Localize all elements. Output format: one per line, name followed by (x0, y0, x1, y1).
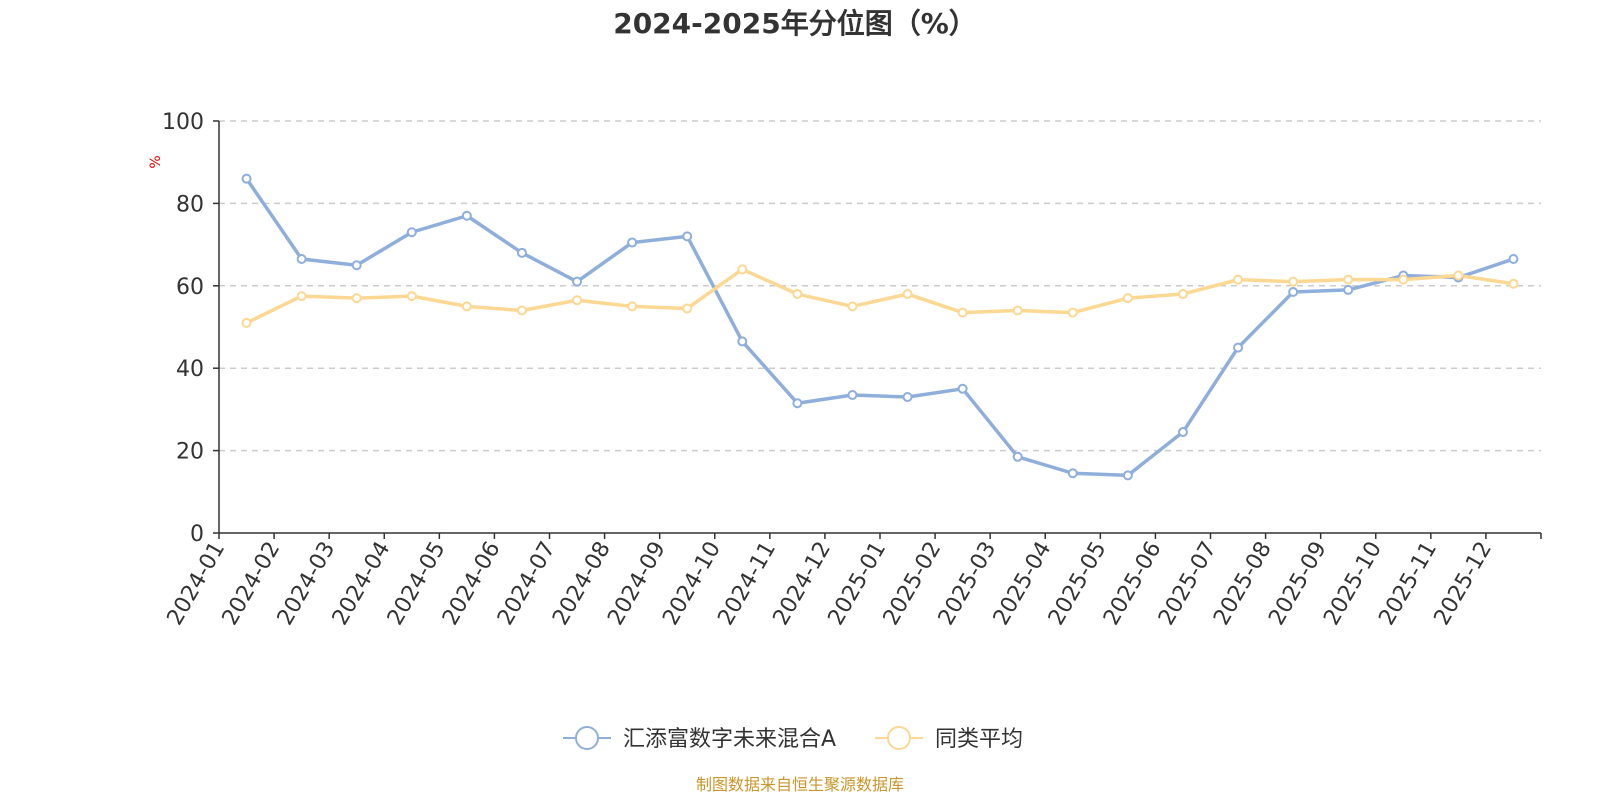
legend-label: 汇添富数字未来混合A (623, 727, 836, 752)
legend-circle-icon (575, 726, 599, 750)
data-point-1-13 (957, 307, 968, 318)
data-point-0-23 (1508, 254, 1519, 265)
data-point-0-16 (1122, 470, 1133, 481)
y-tick-labels: 0 20 40 60 80 100 (162, 110, 204, 547)
y-tick-label: 0 (190, 522, 204, 547)
data-point-1-22 (1453, 270, 1464, 281)
data-point-1-18 (1233, 274, 1244, 285)
series-line-0 (245, 177, 1515, 478)
data-point-0-4 (461, 210, 472, 221)
data-point-0-19 (1288, 286, 1299, 297)
data-point-1-10 (792, 289, 803, 300)
data-point-0-17 (1177, 427, 1188, 438)
data-point-1-20 (1343, 274, 1354, 285)
grid-lines (219, 120, 1541, 452)
y-axis-unit-label: % (148, 155, 164, 168)
data-point-1-15 (1067, 307, 1078, 318)
legend-item-0[interactable]: 汇添富数字未来混合A (563, 726, 836, 752)
y-tick-label: 60 (176, 275, 204, 300)
data-point-1-17 (1177, 289, 1188, 300)
data-source-note: 制图数据来自恒生聚源数据库 (696, 775, 904, 794)
y-tick-label: 20 (176, 440, 204, 465)
data-point-1-11 (847, 301, 858, 312)
data-point-1-5 (516, 305, 527, 316)
data-point-1-2 (351, 293, 362, 304)
data-point-1-19 (1288, 276, 1299, 287)
data-point-0-2 (351, 260, 362, 271)
data-point-0-5 (516, 247, 527, 258)
data-point-0-6 (572, 276, 583, 287)
data-point-0-8 (682, 231, 693, 242)
data-point-0-20 (1343, 284, 1354, 295)
data-point-0-3 (406, 227, 417, 238)
legend-label: 同类平均 (935, 727, 1023, 752)
data-point-1-3 (406, 291, 417, 302)
data-point-0-0 (241, 173, 252, 184)
data-point-1-7 (627, 301, 638, 312)
data-point-1-23 (1508, 278, 1519, 289)
y-tick-label: 100 (162, 110, 204, 135)
legend-item-1[interactable]: 同类平均 (875, 726, 1023, 752)
data-point-0-11 (847, 389, 858, 400)
data-point-1-12 (902, 289, 913, 300)
data-point-1-0 (241, 317, 252, 328)
data-point-0-9 (737, 336, 748, 347)
data-point-1-4 (461, 301, 472, 312)
series-line-1 (245, 267, 1514, 325)
legend[interactable]: 汇添富数字未来混合A 同类平均 (563, 726, 1023, 752)
data-point-0-18 (1233, 342, 1244, 353)
data-point-1-1 (296, 291, 307, 302)
axes (213, 120, 1542, 539)
data-point-1-21 (1398, 274, 1409, 285)
data-point-1-16 (1122, 293, 1133, 304)
data-point-1-9 (737, 264, 748, 275)
data-point-1-8 (682, 303, 693, 314)
data-point-1-14 (1012, 305, 1023, 316)
chart-title: 2024-2025年分位图（%） (613, 7, 977, 40)
data-point-1-6 (572, 295, 583, 306)
data-point-0-15 (1067, 468, 1078, 479)
data-point-0-12 (902, 392, 913, 403)
data-point-0-10 (792, 398, 803, 409)
y-tick-label: 80 (176, 192, 204, 217)
x-tick-labels: 2024-012024-022024-032024-042024-052024-… (163, 538, 1498, 630)
data-point-0-14 (1012, 451, 1023, 462)
data-point-0-1 (296, 254, 307, 265)
data-point-0-13 (957, 383, 968, 394)
data-point-0-7 (627, 237, 638, 248)
series-layer (241, 173, 1519, 481)
legend-circle-icon (887, 726, 911, 750)
y-tick-label: 40 (176, 357, 204, 382)
